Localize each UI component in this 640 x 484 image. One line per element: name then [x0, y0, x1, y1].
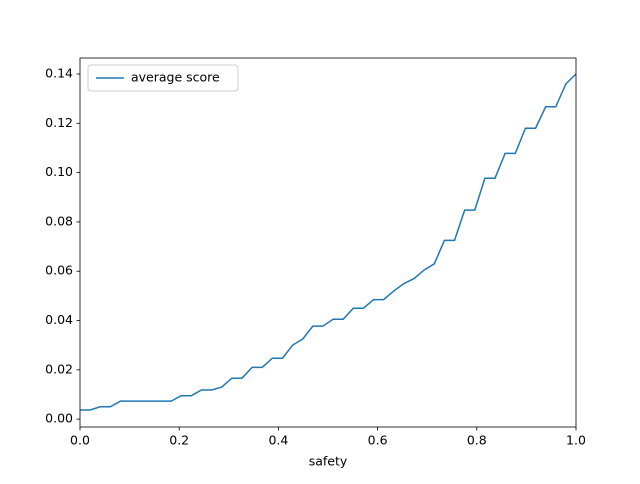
legend-box [87, 64, 239, 92]
x-tick-label: 0.4 [268, 433, 288, 448]
y-tick-label: 0.12 [45, 115, 73, 130]
y-tick-label: 0.00 [45, 411, 73, 426]
y-tick-label: 0.08 [45, 213, 73, 228]
y-tick-label: 0.14 [45, 66, 73, 81]
y-tick-label: 0.06 [45, 263, 73, 278]
y-tick-label: 0.10 [45, 164, 73, 179]
data-line [80, 73, 577, 411]
x-axis-label: safety [309, 454, 348, 469]
x-tick-label: 0.6 [368, 433, 388, 448]
plot-frame [79, 57, 577, 428]
x-tick-label: 0.2 [169, 433, 189, 448]
x-tick-label: 1.0 [566, 433, 586, 448]
y-tick-label: 0.02 [45, 361, 73, 376]
y-tick-label: 0.04 [45, 312, 73, 327]
x-tick-label: 0.8 [467, 433, 487, 448]
x-tick-label: 0.0 [70, 433, 90, 448]
legend-label: average score [131, 70, 220, 85]
